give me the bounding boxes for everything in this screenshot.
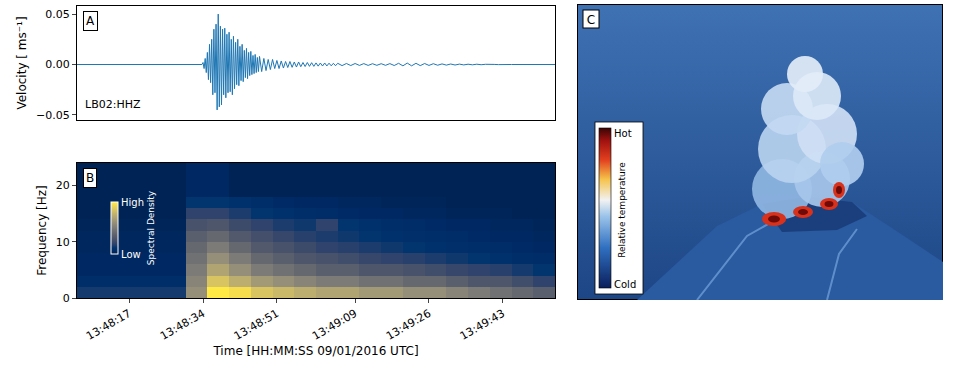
- svg-text:High: High: [121, 197, 144, 208]
- svg-text:13:48:51: 13:48:51: [232, 307, 281, 343]
- svg-text:Velocity [ ms⁻¹]: Velocity [ ms⁻¹]: [15, 16, 29, 109]
- svg-text:Low: Low: [121, 249, 141, 260]
- svg-text:Cold: Cold: [614, 279, 636, 290]
- svg-text:Spectral Density: Spectral Density: [146, 190, 156, 265]
- svg-text:0.00: 0.00: [45, 58, 70, 71]
- svg-text:A: A: [86, 14, 95, 28]
- svg-text:Hot: Hot: [614, 128, 632, 139]
- svg-text:0: 0: [63, 292, 70, 305]
- svg-text:−0.05: −0.05: [36, 109, 70, 122]
- svg-text:13:48:34: 13:48:34: [158, 307, 207, 343]
- svg-text:13:49:09: 13:49:09: [310, 307, 359, 343]
- svg-text:LB02:HHZ: LB02:HHZ: [85, 98, 141, 111]
- svg-text:13:48:17: 13:48:17: [84, 307, 133, 343]
- svg-text:C: C: [587, 13, 595, 27]
- svg-text:20: 20: [56, 179, 70, 192]
- svg-text:Time [HH:MM:SS 09/01/2016 UTC]: Time [HH:MM:SS 09/01/2016 UTC]: [212, 344, 418, 358]
- svg-text:0.05: 0.05: [45, 8, 70, 21]
- svg-text:13:49:26: 13:49:26: [384, 307, 433, 343]
- svg-text:Relative temperature: Relative temperature: [617, 162, 627, 258]
- svg-text:Frequency [Hz]: Frequency [Hz]: [35, 185, 49, 276]
- svg-text:B: B: [86, 171, 94, 185]
- svg-text:10: 10: [56, 236, 70, 249]
- svg-text:13:49:43: 13:49:43: [458, 307, 507, 343]
